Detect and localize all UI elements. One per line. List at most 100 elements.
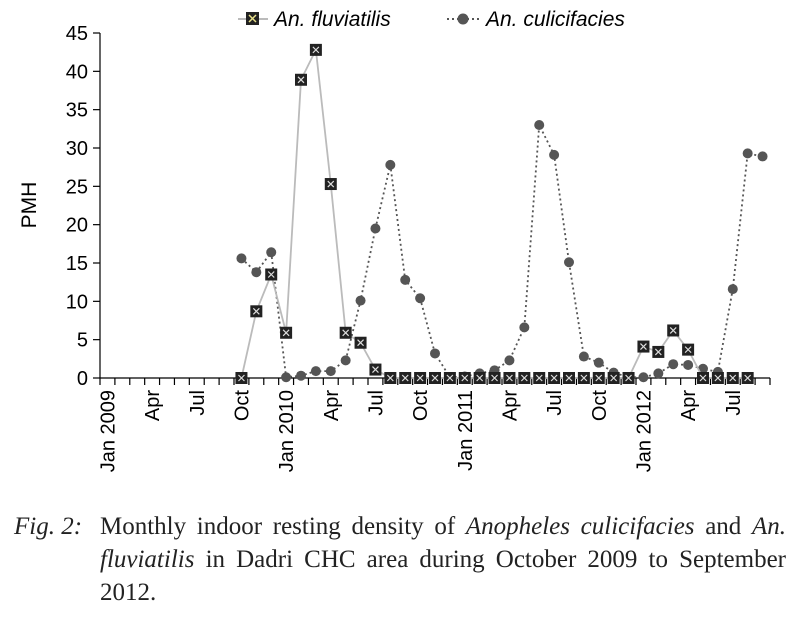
- culicifacies-point: [340, 355, 351, 366]
- y-axis-label: PMH: [18, 182, 41, 229]
- fluviatilis-point-cross: [252, 307, 260, 315]
- x-tick-label: Apr: [499, 390, 521, 421]
- fluviatilis-point-cross: [684, 346, 692, 354]
- legend-fluviatilis-marker-cross: [248, 14, 257, 23]
- culicifacies-point: [296, 370, 306, 381]
- figure-caption: Fig. 2: Monthly indoor resting density o…: [14, 510, 786, 606]
- culicifacies-point: [325, 366, 336, 377]
- chart: An. fluviatilis An. culicifacies PMH 0 5 1…: [18, 8, 771, 472]
- fluviatilis-point-cross: [461, 374, 469, 382]
- fluviatilis-point-cross: [550, 374, 558, 382]
- fluviatilis-point-cross: [357, 339, 364, 347]
- x-tick-label: Oct: [231, 390, 253, 422]
- fluviatilis-point-cross: [610, 374, 618, 382]
- fluviatilis-point-cross: [312, 46, 320, 54]
- fluviatilis-point-cross: [654, 348, 662, 356]
- fluviatilis-point-cross: [714, 374, 722, 382]
- y-tick-label: 30: [66, 138, 88, 160]
- fluviatilis-point-cross: [640, 343, 647, 350]
- x-tick-label: Oct: [589, 390, 611, 422]
- culicifacies-point: [385, 159, 396, 170]
- y-axis: 0 5 10 15 20 25 30 35 40 45: [66, 23, 101, 390]
- culicifacies-point: [742, 148, 753, 159]
- series-fluviatilis: [235, 43, 754, 384]
- culicifacies-point: [683, 359, 694, 370]
- x-tick-label: Jul: [544, 390, 566, 416]
- y-tick-label: 40: [66, 61, 88, 83]
- fluviatilis-point-cross: [699, 374, 707, 382]
- series-culicifacies-line: [240, 121, 763, 379]
- x-tick-label: Jul: [723, 390, 745, 416]
- fluviatilis-point-cross: [386, 374, 394, 382]
- culicifacies-point: [415, 293, 426, 304]
- fluviatilis-point-cross: [491, 374, 498, 382]
- culicifacies-point: [370, 223, 381, 234]
- legend: An. fluviatilis An. culicifacies: [238, 8, 625, 31]
- culicifacies-point: [727, 284, 738, 295]
- caption-body: Monthly indoor resting density of Anophe…: [100, 510, 786, 609]
- fluviatilis-point-cross: [520, 374, 528, 382]
- y-tick-label: 25: [66, 176, 88, 198]
- y-tick-label: 5: [77, 330, 88, 352]
- x-tick-label: Oct: [410, 390, 432, 422]
- culicifacies-point: [593, 357, 604, 368]
- y-tick-label: 10: [66, 291, 88, 313]
- y-tick-label: 20: [66, 215, 88, 237]
- caption-text-2: and: [694, 513, 752, 540]
- x-tick-label: Jul: [365, 390, 387, 416]
- fluviatilis-point-cross: [565, 374, 573, 382]
- fluviatilis-point-cross: [282, 329, 290, 337]
- fluviatilis-point-cross: [401, 374, 409, 382]
- series-culicifacies: [236, 120, 768, 383]
- x-tick-label: Apr: [321, 390, 343, 421]
- culicifacies-point: [534, 120, 545, 130]
- x-axis: Jan 2009 Apr Jul Oct Jan 2010 Apr Jul Oct Jan 20…: [97, 377, 771, 472]
- x-tick-label: Jan 2011: [455, 390, 477, 471]
- fluviatilis-point-cross: [580, 374, 588, 382]
- culicifacies-point: [653, 368, 664, 379]
- fluviatilis-point-cross: [267, 271, 275, 278]
- fluviatilis-point-cross: [595, 374, 603, 382]
- culicifacies-point: [638, 372, 649, 383]
- fluviatilis-point-cross: [238, 374, 245, 382]
- culicifacies-point: [430, 348, 440, 359]
- caption-species-2: An. fluviatilis: [100, 513, 786, 573]
- culicifacies-point: [310, 366, 321, 377]
- x-tick-label: Jan 2012: [633, 390, 655, 472]
- culicifacies-point: [355, 295, 366, 306]
- y-tick-label: 0: [77, 368, 88, 390]
- y-tick-label: 45: [66, 23, 88, 45]
- legend-culicifacies-marker: [457, 13, 469, 25]
- fluviatilis-point-cross: [669, 327, 677, 334]
- culicifacies-point: [757, 151, 768, 162]
- caption-text-3: in Dadri CHC area during October 2009 to…: [100, 546, 786, 606]
- fluviatilis-point-cross: [744, 374, 752, 382]
- fluviatilis-point-cross: [342, 329, 350, 337]
- legend-fluviatilis-label: An. fluviatilis: [272, 8, 391, 31]
- x-tick-label: Jul: [187, 390, 209, 416]
- fluviatilis-point-cross: [372, 366, 379, 373]
- culicifacies-point: [578, 351, 589, 362]
- culicifacies-point: [564, 257, 574, 268]
- culicifacies-point: [236, 253, 247, 264]
- fluviatilis-point-cross: [506, 374, 513, 382]
- x-tick-label: Jan 2010: [276, 390, 298, 472]
- culicifacies-point: [519, 322, 530, 333]
- y-tick-label: 35: [66, 100, 88, 122]
- fluviatilis-point-cross: [431, 374, 439, 382]
- culicifacies-point: [400, 274, 411, 285]
- caption-text-1: Monthly indoor resting density of: [100, 513, 466, 540]
- culicifacies-point: [698, 363, 708, 374]
- culicifacies-point: [266, 247, 277, 258]
- fluviatilis-point-cross: [416, 374, 424, 382]
- culicifacies-point: [281, 372, 292, 383]
- fluviatilis-point-cross: [297, 76, 305, 84]
- legend-culicifacies-label: An. culicifacies: [484, 8, 625, 31]
- y-tick-label: 15: [66, 253, 88, 275]
- fluviatilis-point-cross: [729, 374, 737, 382]
- caption-species-1: Anopheles culicifacies: [465, 513, 695, 540]
- fluviatilis-point-cross: [327, 180, 335, 188]
- fluviatilis-point-cross: [625, 374, 632, 382]
- fluviatilis-point-cross: [535, 374, 543, 382]
- plot-area: [235, 43, 768, 384]
